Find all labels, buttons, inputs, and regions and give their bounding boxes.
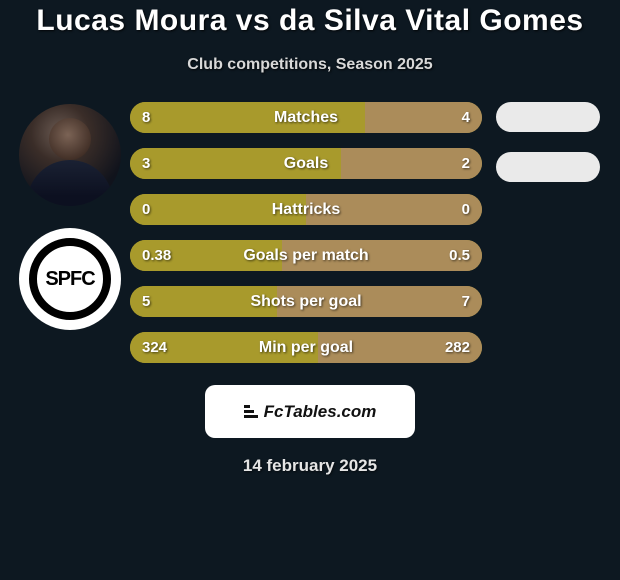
stat-bar-label: Matches bbox=[130, 102, 482, 133]
comparison-infographic: Lucas Moura vs da Silva Vital Gomes Club… bbox=[0, 0, 620, 580]
brand-badge[interactable]: FcTables.com bbox=[205, 385, 415, 438]
stat-bar: Hattricks0 0 bbox=[130, 194, 482, 225]
stat-bar-left-value: 324 bbox=[142, 332, 167, 363]
brand-text: FcTables.com bbox=[264, 402, 377, 422]
stat-bar-label: Goals bbox=[130, 148, 482, 179]
page-title: Lucas Moura vs da Silva Vital Gomes bbox=[36, 4, 583, 38]
player-avatar bbox=[19, 104, 121, 206]
stat-bar-right-value: 7 bbox=[462, 286, 470, 317]
stat-bar-right-value: 2 bbox=[462, 148, 470, 179]
stat-bar-right-value: 0 bbox=[462, 194, 470, 225]
stat-bar-label: Goals per match bbox=[130, 240, 482, 271]
stat-bar-left-value: 0 bbox=[142, 194, 150, 225]
stat-bar: Goals3 2 bbox=[130, 148, 482, 179]
stat-bar-label: Shots per goal bbox=[130, 286, 482, 317]
stat-bar: Shots per goal5 7 bbox=[130, 286, 482, 317]
legend-pill bbox=[496, 152, 600, 182]
stat-bar: Goals per match0.38 0.5 bbox=[130, 240, 482, 271]
stat-bar-label: Min per goal bbox=[130, 332, 482, 363]
page-subtitle: Club competitions, Season 2025 bbox=[187, 56, 432, 74]
right-pill-column bbox=[482, 102, 610, 182]
bar-chart-icon bbox=[244, 405, 258, 418]
stat-bar-left-value: 0.38 bbox=[142, 240, 171, 271]
left-avatar-column: SPFC bbox=[10, 102, 130, 330]
stat-bar: Matches8 4 bbox=[130, 102, 482, 133]
stat-bar-right-value: 4 bbox=[462, 102, 470, 133]
club-badge-ring: SPFC bbox=[29, 238, 111, 320]
legend-pill bbox=[496, 102, 600, 132]
stat-bars: Matches8 4 Goals3 2 Hattricks0 0 Goals per mat… bbox=[130, 102, 482, 363]
stat-bar-left-value: 8 bbox=[142, 102, 150, 133]
stat-bar-label: Hattricks bbox=[130, 194, 482, 225]
stat-bar-right-value: 0.5 bbox=[449, 240, 470, 271]
stat-bar-left-value: 3 bbox=[142, 148, 150, 179]
main-row: SPFC Matches8 4 Goals3 2 Hattricks0 0 Goals pe… bbox=[0, 102, 620, 363]
footer: FcTables.com 14 february 2025 bbox=[205, 385, 415, 476]
club-badge-label: SPFC bbox=[45, 268, 94, 291]
stat-bar-left-value: 5 bbox=[142, 286, 150, 317]
generated-date: 14 february 2025 bbox=[243, 456, 377, 476]
stat-bar-right-value: 282 bbox=[445, 332, 470, 363]
stat-bar: Min per goal324 282 bbox=[130, 332, 482, 363]
club-badge: SPFC bbox=[19, 228, 121, 330]
